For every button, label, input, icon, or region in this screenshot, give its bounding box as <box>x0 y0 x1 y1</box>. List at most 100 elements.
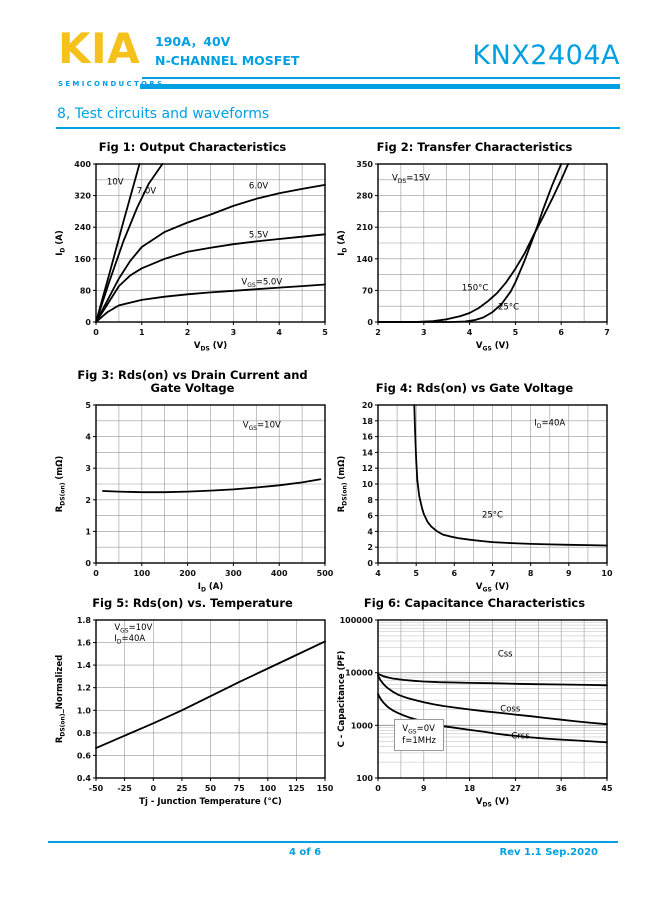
y-axis-label: RDS(on) (mΩ) <box>55 455 67 513</box>
svg-text:36: 36 <box>556 784 568 793</box>
svg-text:1.8: 1.8 <box>77 616 92 625</box>
svg-text:100: 100 <box>356 774 373 783</box>
part-number: KNX2404A <box>472 40 620 71</box>
header-rule-thick <box>140 84 620 89</box>
y-axis-label: C - Capacitance (PF) <box>337 650 347 748</box>
y-axis-label: ID (A) <box>337 230 349 256</box>
chart-canvas: -50 -25 0 25 50 75 100 125 150 0.4 0.6 0.8 1.0 1.2 1.4… <box>77 616 334 793</box>
chart-annotation: 7.0V <box>136 186 157 197</box>
svg-text:210: 210 <box>356 223 373 232</box>
svg-text:4: 4 <box>367 527 373 536</box>
svg-text:8: 8 <box>528 569 534 578</box>
figure-2-chart: 2 3 4 5 6 7 0 70 140 210 280 350 VDS=15V 150°C 25°C VGS… <box>332 158 617 358</box>
device-rating: 190A，40V <box>155 34 231 49</box>
svg-text:4: 4 <box>375 569 381 578</box>
svg-text:80: 80 <box>80 286 92 295</box>
svg-text:280: 280 <box>356 192 373 201</box>
svg-text:100: 100 <box>133 569 150 578</box>
svg-text:2: 2 <box>185 328 191 337</box>
svg-text:500: 500 <box>317 569 334 578</box>
svg-text:400: 400 <box>74 160 91 169</box>
svg-text:10: 10 <box>601 569 613 578</box>
figure-6-chart: 0 9 18 27 36 45 100 1000 10000 100000 Css Coss Crss V… <box>332 614 617 814</box>
figure-4-title: Fig 4: Rds(on) vs Gate Voltage <box>375 381 574 395</box>
figure-1-chart: 0 1 2 3 4 5 0 80 160 240 320 400 10V 7.0V 6.0V 5.5V VGS=… <box>50 158 335 358</box>
svg-text:100: 100 <box>259 784 276 793</box>
svg-text:140: 140 <box>356 255 373 264</box>
svg-text:75: 75 <box>234 784 246 793</box>
chart-annotation: VGS=10V <box>242 420 281 432</box>
svg-text:0: 0 <box>367 559 373 568</box>
revision-label: Rev 1.1 Sep.2020 <box>499 847 598 858</box>
page-number: 4 of 6 <box>288 847 322 858</box>
svg-text:6: 6 <box>452 569 458 578</box>
svg-text:18: 18 <box>362 417 374 426</box>
chart-annotation: Crss <box>511 731 530 742</box>
svg-text:1.6: 1.6 <box>77 639 92 648</box>
chart-canvas: 4 5 6 7 8 9 10 0 2 4 6 8 10 12 14 16 18 20 <box>362 401 613 578</box>
chart-canvas: 0 100 200 300 400 500 0 1 2 3 4 5 <box>85 401 334 578</box>
figure-5: Fig 5: Rds(on) vs. Temperature -50 -25 0 25… <box>50 597 335 814</box>
chart-annotation: 25°C <box>498 302 520 313</box>
svg-text:9: 9 <box>421 784 427 793</box>
section-title: 8, Test circuits and waveforms <box>57 106 270 122</box>
svg-text:0: 0 <box>367 318 373 327</box>
svg-text:1: 1 <box>139 328 145 337</box>
y-axis-label: RDS(on) (mΩ) <box>337 455 349 513</box>
x-axis-label: Tj - Junction Temperature (°C) <box>139 797 282 807</box>
chart-annotation: 6.0V <box>248 181 269 192</box>
chart-annotation: VGS=10V ID=40A <box>114 623 153 647</box>
svg-text:-50: -50 <box>89 784 104 793</box>
chart-canvas: 0 9 18 27 36 45 100 1000 10000 100000 <box>340 616 613 793</box>
svg-text:70: 70 <box>362 286 374 295</box>
svg-text:10000: 10000 <box>345 669 373 678</box>
svg-text:0.8: 0.8 <box>77 729 92 738</box>
svg-text:18: 18 <box>464 784 476 793</box>
svg-text:27: 27 <box>510 784 521 793</box>
svg-text:16: 16 <box>362 433 374 442</box>
svg-text:320: 320 <box>74 192 91 201</box>
svg-text:1000: 1000 <box>351 721 374 730</box>
svg-text:0: 0 <box>85 559 91 568</box>
svg-text:12: 12 <box>362 464 373 473</box>
kia-logo: KIA <box>58 24 141 73</box>
x-axis-label: VDS (V) <box>193 341 228 353</box>
chart-annotation: ID=40A <box>534 418 566 431</box>
chart-annotation: 25°C <box>481 510 504 521</box>
device-type: N-CHANNEL MOSFET <box>155 53 300 68</box>
svg-text:3: 3 <box>231 328 237 337</box>
svg-text:0: 0 <box>93 569 99 578</box>
svg-text:2: 2 <box>375 328 381 337</box>
svg-text:50: 50 <box>205 784 217 793</box>
svg-text:0.4: 0.4 <box>77 774 92 783</box>
figure-3-title: Fig 3: Rds(on) vs Drain Current and Gate… <box>77 368 308 395</box>
figure-3-chart: 0 100 200 300 400 500 0 1 2 3 4 5 VGS=10V ID (A) RDS(o… <box>50 399 335 599</box>
svg-text:7: 7 <box>490 569 496 578</box>
svg-text:5: 5 <box>413 569 419 578</box>
svg-text:20: 20 <box>362 401 374 410</box>
logo-subtext: SEMICONDUCTORS <box>58 80 165 88</box>
chart-annotation: Coss <box>500 704 521 715</box>
header-rule-thin <box>142 77 620 79</box>
figure-1: Fig 1: Output Characteristics 0 1 2 3 4 5 0 80 1… <box>50 141 335 358</box>
figure-4-chart: 4 5 6 7 8 9 10 0 2 4 6 8 10 12 14 16 18 20 ID=40A 25°C VGS (… <box>332 399 617 599</box>
chart-annotation: VGS=0V f=1MHz <box>394 719 444 752</box>
svg-text:1.4: 1.4 <box>77 661 92 670</box>
svg-text:10: 10 <box>362 480 374 489</box>
chart-annotation: 5.5V <box>248 230 269 241</box>
svg-text:8: 8 <box>367 496 373 505</box>
svg-text:6: 6 <box>558 328 564 337</box>
chart-annotation: 10V <box>106 177 124 188</box>
svg-text:0: 0 <box>151 784 157 793</box>
svg-text:-25: -25 <box>117 784 132 793</box>
chart-annotation: VDS=15V <box>391 173 430 186</box>
svg-text:160: 160 <box>74 255 91 264</box>
svg-text:0: 0 <box>93 328 99 337</box>
svg-text:240: 240 <box>74 223 91 232</box>
figure-5-chart: -50 -25 0 25 50 75 100 125 150 0.4 0.6 0.8 1.0 1.2 1.4… <box>50 614 335 814</box>
svg-text:2: 2 <box>367 543 373 552</box>
svg-text:1.2: 1.2 <box>77 684 91 693</box>
figure-6-title: Fig 6: Capacitance Characteristics <box>363 596 586 610</box>
